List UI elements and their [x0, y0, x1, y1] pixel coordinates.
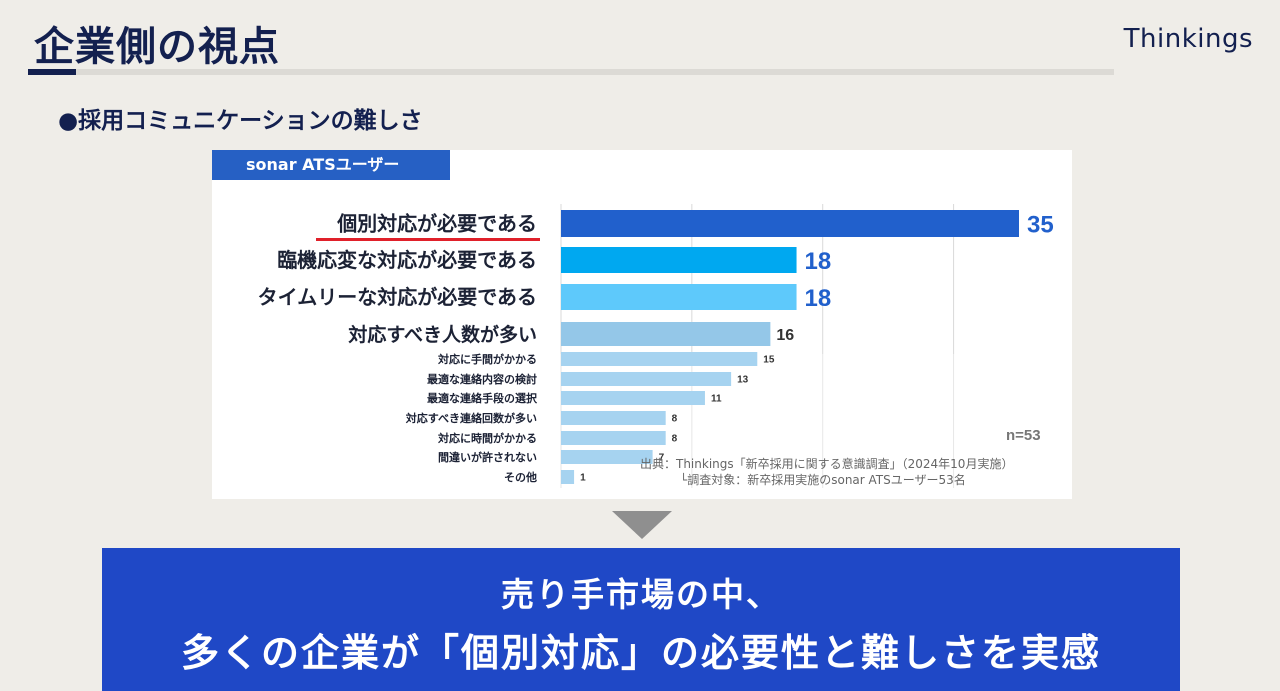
category-label-2: 臨機応変な対応が必要である [277, 248, 537, 272]
value-label-5: 15 [763, 355, 775, 366]
page-title: 企業側の視点 [34, 24, 280, 70]
title-divider-accent [28, 69, 76, 75]
source-line-1: 出典：Thinkings「新卒採用に関する意識調査」（2024年10月実施） [640, 456, 1013, 471]
section-subtitle: ●採用コミュニケーションの難しさ [58, 108, 423, 134]
value-label-6: 13 [737, 375, 749, 386]
category-label-7: 最適な連絡手段の選択 [427, 391, 538, 405]
highlight-underline [316, 238, 540, 241]
value-label-4: 16 [776, 327, 794, 344]
bar-2 [561, 247, 797, 273]
category-label-1: 個別対応が必要である [336, 212, 537, 236]
value-label-8: 8 [672, 414, 678, 425]
category-label-8: 対応すべき連絡回数が多い [405, 411, 537, 425]
bar-7 [561, 391, 705, 405]
bar-1 [561, 210, 1019, 237]
category-label-4: 対応すべき人数が多い [347, 323, 537, 346]
value-label-7: 11 [711, 394, 722, 405]
conclusion-banner: 売り手市場の中、 多くの企業が「個別対応」の必要性と難しさを実感 [102, 548, 1180, 691]
value-label-1: 35 [1027, 211, 1054, 238]
bar-11 [561, 470, 575, 484]
value-label-3: 18 [805, 285, 832, 312]
bar-chart: 個別対応が必要である臨機応変な対応が必要であるタイムリーな対応が必要である対応す… [258, 204, 1054, 488]
category-label-3: タイムリーな対応が必要である [258, 285, 537, 309]
conclusion-line-1: 売り手市場の中、 [501, 575, 781, 614]
bar-10 [561, 450, 653, 464]
value-label-2: 18 [805, 248, 832, 275]
title-divider [28, 69, 1114, 75]
value-label-11: 1 [580, 473, 586, 484]
conclusion-line-2: 多くの企業が「個別対応」の必要性と難しさを実感 [180, 631, 1101, 675]
bar-4 [561, 322, 771, 346]
chart-panel-tag: sonar ATSユーザー [212, 150, 450, 180]
value-label-9: 8 [672, 434, 678, 445]
category-label-11: その他 [504, 470, 537, 484]
category-label-6: 最適な連絡内容の検討 [427, 372, 537, 386]
bar-8 [561, 411, 666, 425]
category-label-10: 間違いが許されない [438, 450, 537, 464]
down-arrow-icon [612, 511, 672, 539]
sample-size-label: n=53 [1006, 427, 1041, 444]
value-label-10: 7 [659, 453, 665, 464]
bar-9 [561, 431, 666, 445]
brand-logo-text: Thinkings [1123, 24, 1253, 54]
bar-5 [561, 352, 758, 366]
source-line-2: └調査対象：新卒採用実施のsonar ATSユーザー53名 [680, 472, 966, 487]
bar-6 [561, 372, 732, 386]
category-label-5: 対応に手間がかかる [437, 352, 537, 366]
bar-3 [561, 284, 797, 310]
category-label-9: 対応に時間がかかる [437, 431, 537, 445]
